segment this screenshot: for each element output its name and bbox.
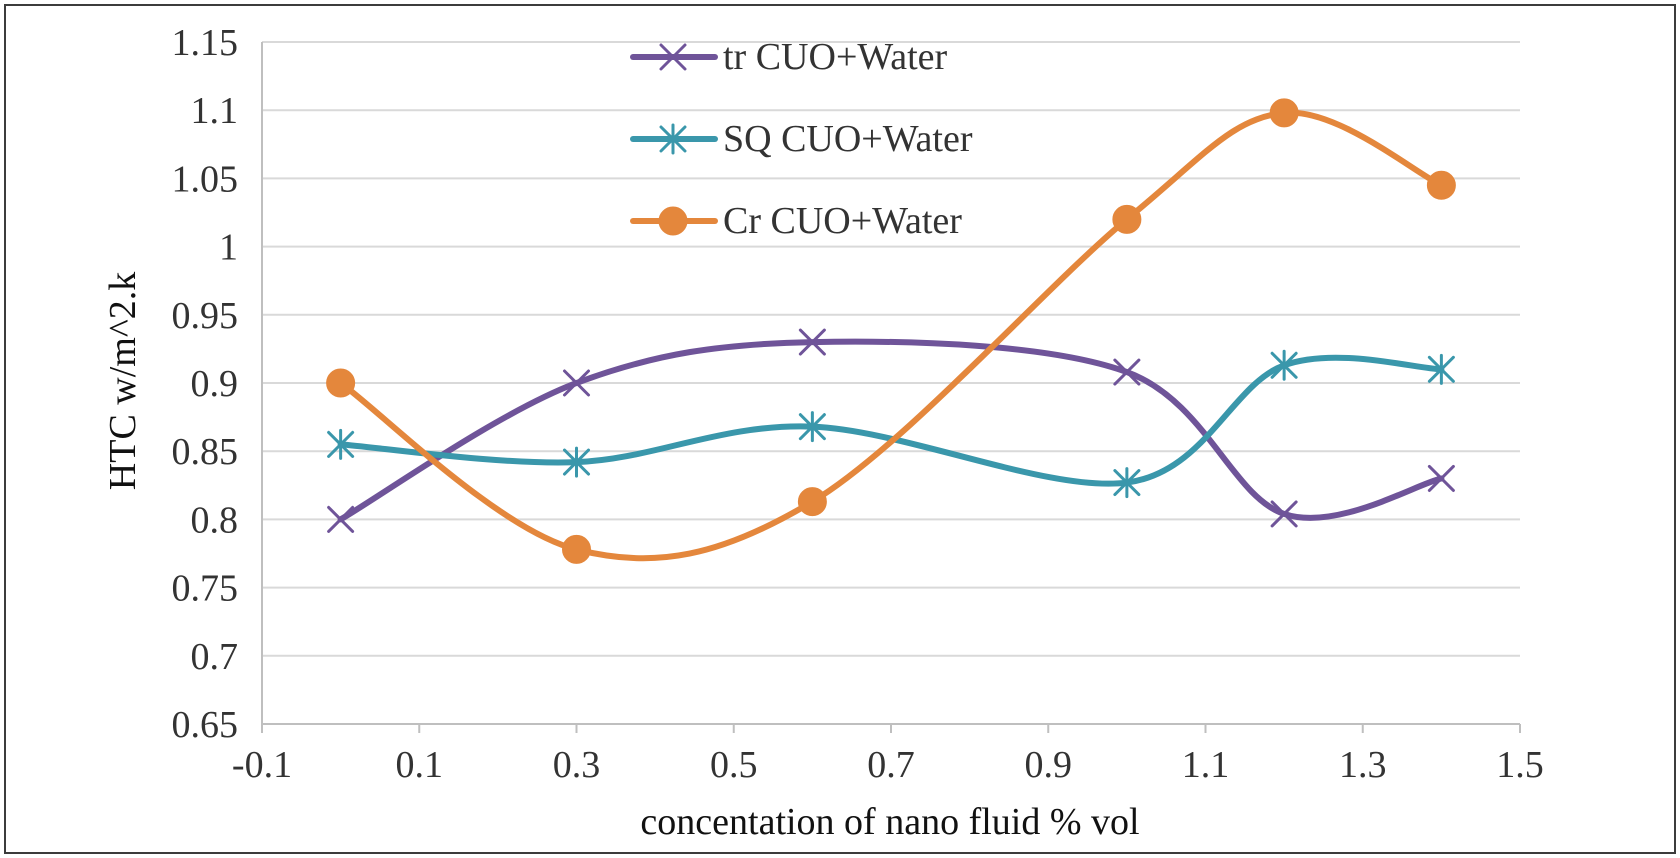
x-tick-label: 1.1 xyxy=(1182,744,1230,786)
data-point xyxy=(562,534,591,564)
axes xyxy=(261,42,1521,733)
legend-label: tr CUO+Water xyxy=(723,36,947,78)
data-point xyxy=(797,487,827,517)
y-tick-label: 1.1 xyxy=(191,90,239,132)
legend-marker xyxy=(658,206,688,236)
data-point xyxy=(1270,349,1298,381)
legend-label: SQ CUO+Water xyxy=(723,118,973,160)
y-tick-label: 0.8 xyxy=(191,499,239,541)
data-point xyxy=(563,369,590,397)
y-tick-label: 1.15 xyxy=(172,22,239,64)
data-point xyxy=(1270,500,1298,528)
x-tick-label: 0.3 xyxy=(553,744,601,786)
y-tick-label: 1.05 xyxy=(172,158,239,200)
y-tick-label: 0.95 xyxy=(172,295,239,337)
x-tick-label: 1.3 xyxy=(1339,744,1387,786)
data-point xyxy=(327,428,355,460)
y-axis-title: HTC w/m^2.k xyxy=(102,272,144,490)
data-point xyxy=(326,368,356,398)
y-tick-label: 0.65 xyxy=(172,704,239,746)
y-tick-label: 1 xyxy=(219,227,238,269)
series-group xyxy=(326,98,1456,564)
x-tick-label: 1.5 xyxy=(1496,744,1544,786)
data-point xyxy=(327,505,355,533)
data-point xyxy=(1269,98,1299,128)
data-point xyxy=(1112,204,1142,234)
legend: tr CUO+Water SQ CUO+Water Cr CUO+Water xyxy=(630,36,973,242)
legend-label: Cr CUO+Water xyxy=(723,200,962,242)
data-point xyxy=(1427,353,1455,385)
legend-marker xyxy=(659,123,687,155)
data-point xyxy=(798,328,826,356)
grid-lines xyxy=(262,41,1520,657)
y-tick-label: 0.7 xyxy=(191,636,239,678)
x-tick-label: 0.1 xyxy=(396,744,444,786)
data-point xyxy=(1426,170,1456,200)
legend-marker xyxy=(659,43,687,71)
data-point xyxy=(1427,464,1455,492)
data-point xyxy=(798,411,826,443)
y-tick-label: 0.85 xyxy=(172,431,239,473)
data-point xyxy=(1113,467,1141,499)
x-tick-labels: -0.1 0.1 0.3 0.5 0.7 0.9 1.1 1.3 1.5 xyxy=(232,744,1544,786)
x-tick-label: -0.1 xyxy=(232,744,292,786)
y-tick-label: 0.75 xyxy=(172,568,239,610)
y-tick-label: 0.9 xyxy=(191,363,239,405)
x-tick-label: 0.7 xyxy=(867,744,915,786)
y-tick-labels: 0.65 0.7 0.75 0.8 0.85 0.9 0.95 1 1.05 1.1 1.15 xyxy=(172,22,239,746)
x-tick-label: 0.5 xyxy=(710,744,758,786)
x-axis-title: concentation of nano fluid % vol xyxy=(640,801,1139,843)
x-tick-label: 0.9 xyxy=(1025,744,1073,786)
data-point xyxy=(1113,358,1141,386)
data-point xyxy=(563,446,590,478)
